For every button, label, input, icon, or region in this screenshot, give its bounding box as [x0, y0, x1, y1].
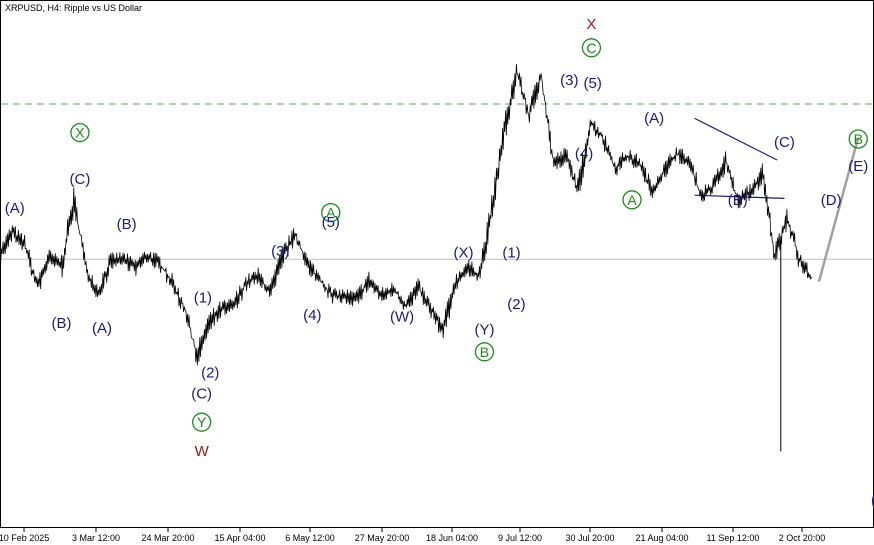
wave-label: (A)	[644, 110, 664, 127]
wave-label-circle	[321, 202, 341, 223]
wave-label-text: C	[586, 40, 596, 56]
wave-label-text: (1)	[502, 245, 520, 262]
wave-label-text: (A)	[5, 200, 25, 217]
x-tick-label: 30 Jul 20:00	[565, 533, 614, 543]
wave-label-circle	[581, 38, 602, 58]
wave-label-text: (B)	[117, 216, 137, 233]
wave-label: (3)	[271, 243, 289, 260]
wave-label-text: B	[854, 131, 863, 147]
wave-label: (X)	[454, 245, 474, 262]
x-tick-label: 9 Jul 12:00	[498, 533, 542, 543]
wave-label: (C)	[774, 134, 795, 151]
triangle-upper-line	[694, 117, 778, 161]
wave-label-text: (C)	[191, 385, 212, 402]
projection-line	[817, 137, 860, 282]
wave-label-circle	[70, 122, 90, 143]
wave-label: (Y)	[474, 321, 494, 338]
wave-label-text: (1)	[194, 289, 212, 306]
wave-label-text: (C)	[774, 134, 795, 151]
wave-label: (B)	[117, 216, 137, 233]
wave-label: (2)	[507, 296, 525, 313]
wave-label: (B)	[51, 315, 71, 332]
wave-label-text: (D)	[821, 192, 842, 209]
wave-label-text: Y	[197, 414, 207, 430]
x-tick-label: 6 May 12:00	[285, 533, 335, 543]
x-tick-label: 2 Oct 20:00	[779, 533, 826, 543]
wave-label-text: (5)	[583, 75, 601, 92]
wave-label: B	[848, 129, 868, 149]
wave-label-text: (4)	[303, 307, 321, 324]
x-tick-label: 21 Aug 04:00	[635, 533, 688, 543]
wave-label: (1)	[194, 289, 212, 306]
wave-label: Y	[192, 412, 212, 432]
wave-label: C	[581, 38, 602, 58]
wave-label-text: B	[480, 344, 489, 360]
x-tick-label: 11 Sep 12:00	[707, 533, 760, 543]
wave-label: (4)	[303, 307, 321, 324]
wave-labels-layer: (A)(B)X(C)(A)(B)(1)(2)(C)YW(3)(4)A(5)(W)…	[5, 16, 874, 512]
wave-label-text: X	[75, 125, 85, 141]
wave-label-text: (Y)	[474, 321, 494, 338]
wave-label: (D)	[821, 192, 842, 209]
wave-label: (C)	[70, 171, 91, 188]
wave-label: (3)	[560, 72, 578, 89]
wave-label-text: (E)	[848, 158, 868, 175]
wave-label-text: (3)	[271, 243, 289, 260]
wave-label: (A)	[92, 320, 112, 337]
wave-label-text: (2)	[201, 365, 219, 382]
wave-label: (C)	[191, 385, 212, 402]
x-tick-label: 10 Feb 2025	[0, 533, 49, 543]
wave-label-text: (C)	[70, 171, 91, 188]
wave-label: (2)	[201, 365, 219, 382]
wave-label: (W)	[390, 309, 414, 326]
wave-label-text: W	[195, 443, 210, 460]
x-tick-label: 24 Mar 20:00	[141, 533, 194, 543]
wave-label: X	[586, 16, 596, 33]
wave-label: (5)	[583, 75, 601, 92]
wave-label: B	[474, 342, 495, 362]
plot-frame	[0, 0, 874, 528]
wave-label-circle	[622, 190, 642, 210]
wave-label: (4)	[871, 487, 874, 512]
wave-label: W	[195, 443, 210, 460]
wave-label: (1)	[502, 245, 520, 262]
symbol-title: XRPUSD, H4: Ripple vs US Dollar	[5, 3, 142, 13]
wave-label-text: (3)	[560, 72, 578, 89]
wave-label-circle	[474, 342, 495, 362]
wave-label-circle	[192, 412, 212, 432]
wave-label-text: (A)	[644, 110, 664, 127]
price-series-line	[0, 64, 812, 366]
wave-label: A	[622, 190, 642, 210]
wave-label-text: (A)	[92, 320, 112, 337]
wave-label: (A)	[5, 200, 25, 217]
wave-label: (B)	[728, 192, 748, 209]
wave-label-text: (4)	[871, 487, 874, 512]
x-tick-label: 18 Jun 04:00	[426, 533, 478, 543]
wave-label-text: X	[586, 16, 596, 33]
x-tick-label: 15 Apr 04:00	[214, 533, 265, 543]
wave-label-text: (B)	[51, 315, 71, 332]
x-axis: 10 Feb 2025 3 Mar 12:00 24 Mar 20:00 15 Apr…	[0, 528, 825, 543]
x-tick-label: 27 May 20:00	[355, 533, 410, 543]
wave-label-circle	[848, 129, 868, 149]
wave-label-text: (X)	[454, 245, 474, 262]
wave-label-text: A	[326, 205, 336, 221]
wave-label: X	[70, 122, 90, 143]
wave-label-text: (B)	[728, 192, 748, 209]
wave-label-text: (2)	[507, 296, 525, 313]
wave-label: A	[321, 202, 341, 223]
x-tick-label: 3 Mar 12:00	[72, 533, 120, 543]
wave-label: (4)	[575, 145, 593, 162]
wave-label: (5)	[322, 214, 340, 231]
wave-label-text: (5)	[322, 214, 340, 231]
wave-label: (E)	[848, 158, 868, 175]
wave-label-text: (W)	[390, 309, 414, 326]
price-line-layer	[0, 64, 860, 452]
wave-label-text: A	[627, 192, 637, 208]
wave-label-text: (4)	[575, 145, 593, 162]
